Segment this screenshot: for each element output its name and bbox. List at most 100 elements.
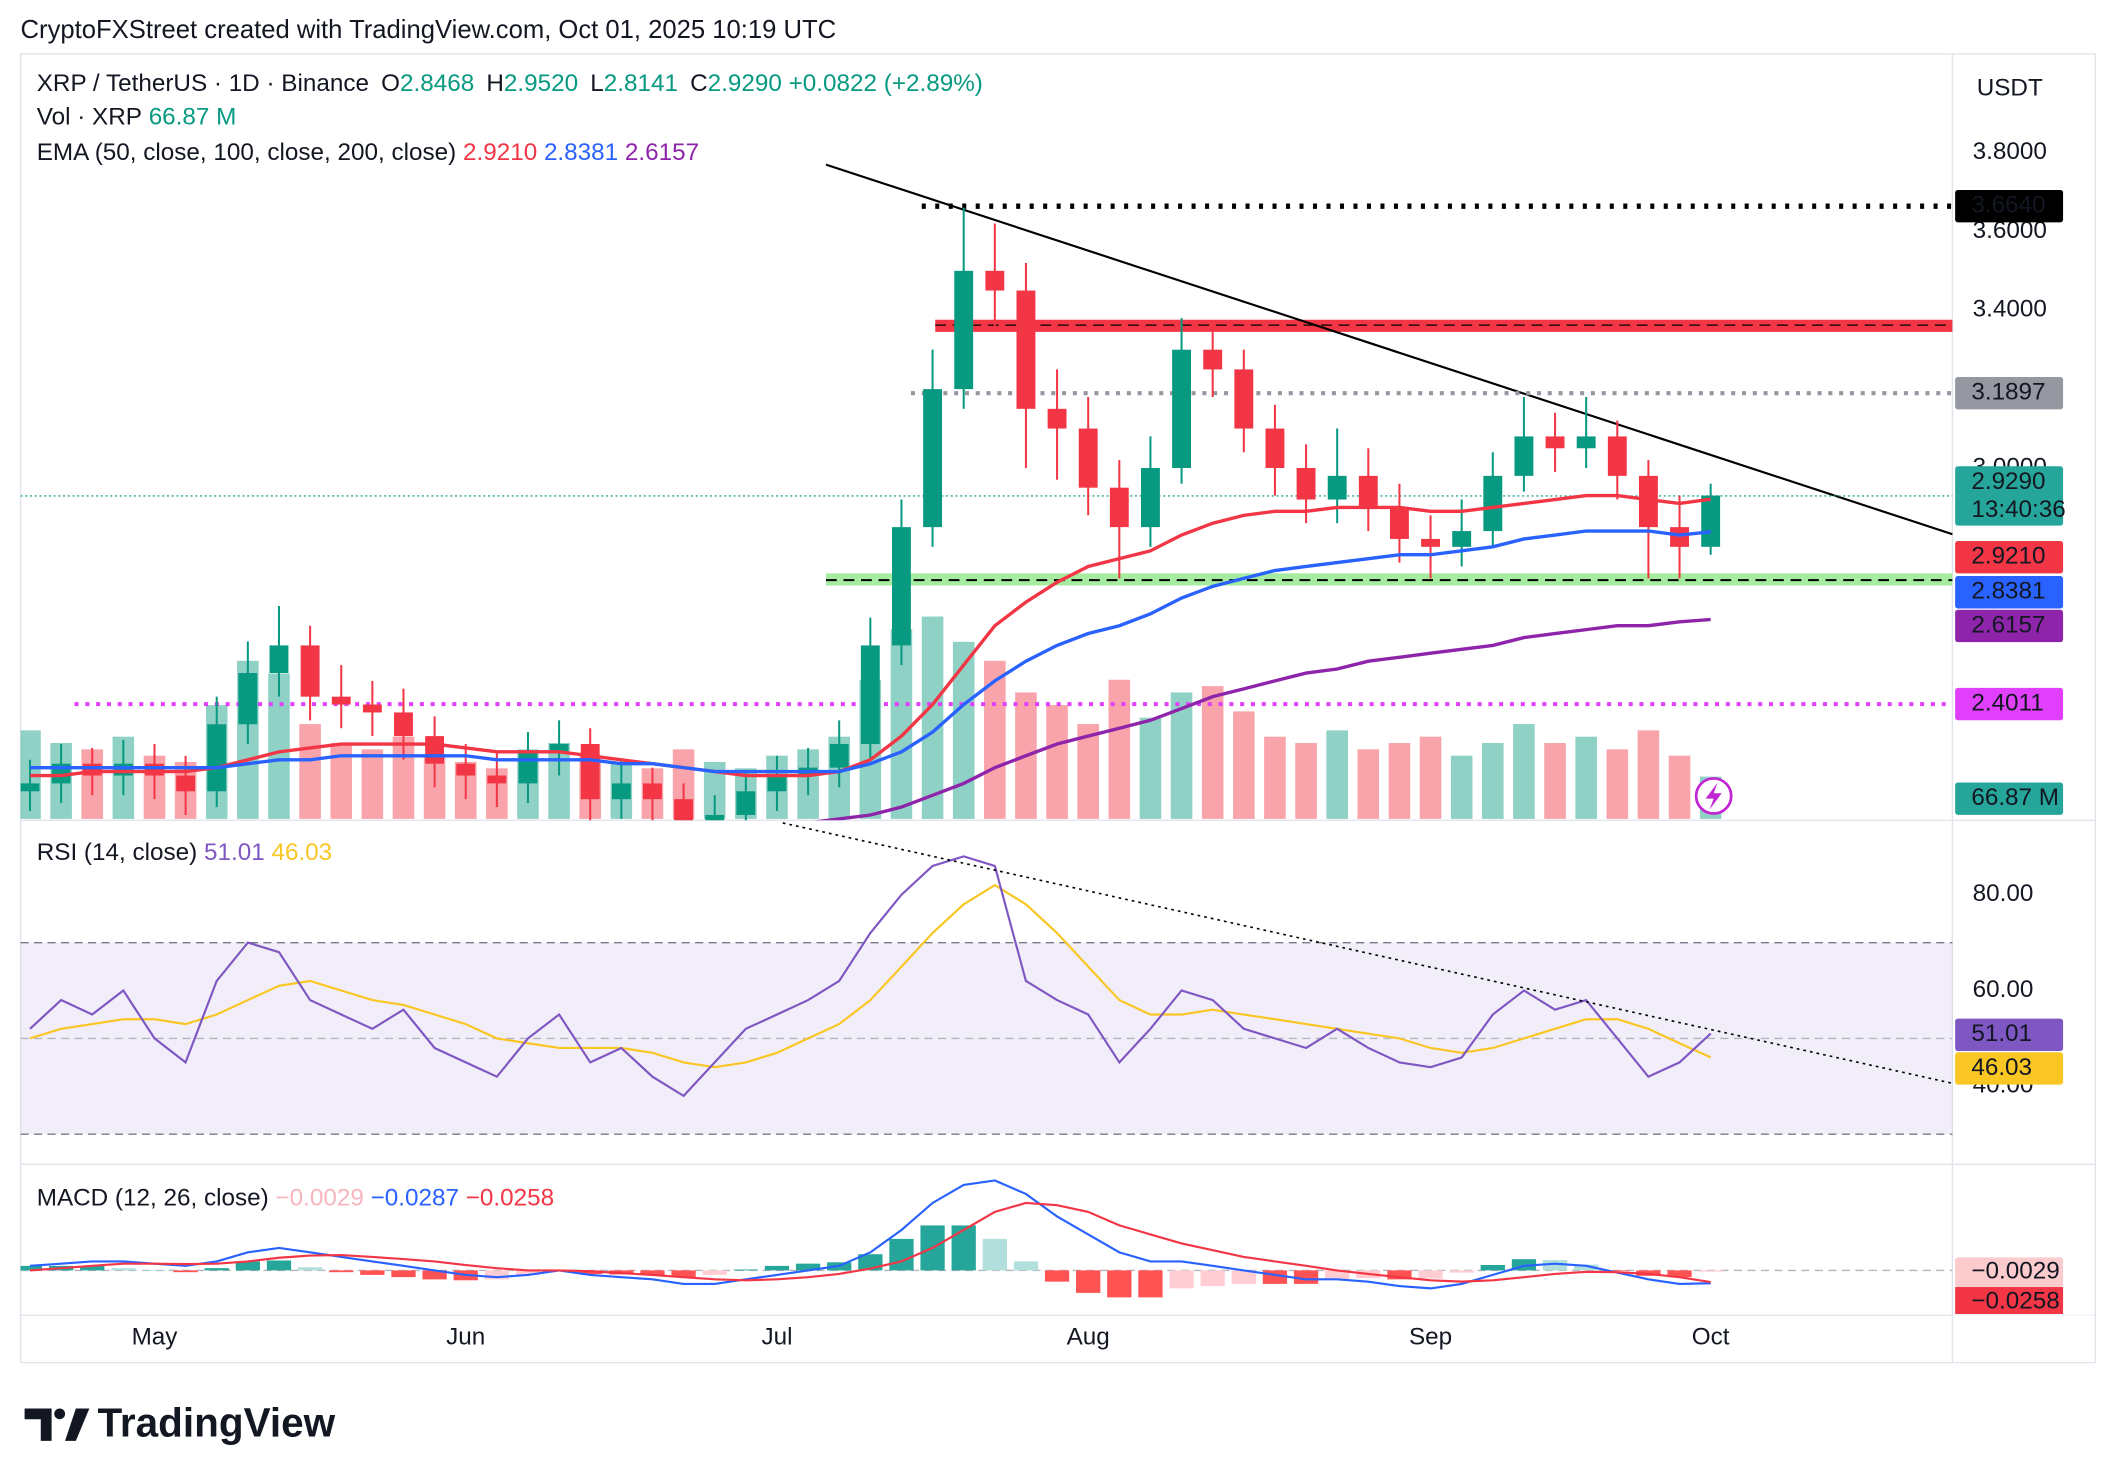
axis-label-box <box>1955 1287 2064 1315</box>
histogram-bar <box>1418 1270 1443 1279</box>
countdown: 13:40:36 <box>1971 496 2065 523</box>
x-tick-label: Oct <box>1692 1324 1730 1351</box>
volume-bar <box>1388 743 1411 819</box>
x-tick-label: May <box>132 1324 179 1351</box>
candle-body <box>1265 428 1285 468</box>
candle-body <box>113 763 133 776</box>
volume-bar <box>1139 717 1162 819</box>
histogram-bar <box>640 1270 665 1275</box>
quote-key: L <box>590 70 604 97</box>
candle-body <box>611 783 631 800</box>
macd-value: −0.0029 <box>275 1185 363 1212</box>
candle-body <box>1421 538 1440 547</box>
y-tick-label: 80.00 <box>1973 880 2034 907</box>
candle-body <box>643 783 662 800</box>
histogram-bar <box>80 1265 105 1271</box>
histogram-bar <box>1480 1264 1505 1271</box>
candle-body <box>394 712 413 737</box>
axis-label-box <box>1955 189 2064 223</box>
candle-body <box>207 724 227 792</box>
volume-bar <box>952 641 975 819</box>
rsi-line <box>29 883 1712 1069</box>
candle-body <box>176 775 196 792</box>
histogram-bar <box>702 1270 727 1275</box>
volume-bar <box>1046 705 1068 819</box>
axis-label: 3.6640 <box>1971 192 2045 219</box>
volume-bar <box>1575 736 1597 819</box>
volume-bar <box>890 629 913 819</box>
rsi-value: 46.03 <box>271 839 332 866</box>
candle-body <box>1078 428 1098 488</box>
quote-value: 2.9520 <box>504 70 578 97</box>
quote-change: +0.0822 (+2.89%) <box>789 70 983 97</box>
axis-label-box <box>1955 576 2064 609</box>
candle-body <box>923 389 943 528</box>
volume-bar <box>703 761 726 819</box>
axis-label: −0.0029 <box>1971 1258 2059 1285</box>
volume-bar <box>1606 749 1629 819</box>
volume-bar <box>1077 724 1099 819</box>
volume-bar <box>1544 743 1566 819</box>
candle-body <box>1234 369 1254 429</box>
ema-line <box>29 529 1711 774</box>
candle-body <box>1638 475 1658 528</box>
histogram-bar <box>422 1270 447 1280</box>
volume-bar <box>1419 736 1442 819</box>
candle-body <box>1514 436 1534 476</box>
volume-label: Vol · XRP <box>37 104 142 131</box>
ema-line <box>29 493 1711 778</box>
candle-body <box>829 743 849 768</box>
axis-label-box <box>1955 540 2064 574</box>
candle-body <box>892 527 911 646</box>
annotations <box>825 163 1953 586</box>
candle-body <box>1016 290 1036 409</box>
candle-body <box>1327 475 1347 500</box>
ema-legend: EMA (50, close, 100, close, 200, close) … <box>37 139 699 166</box>
candle-body <box>1701 495 1721 547</box>
candle-body <box>860 645 880 744</box>
candle-body <box>705 814 725 821</box>
candle-body <box>1576 436 1596 449</box>
histogram-bar <box>733 1269 758 1271</box>
volume-bar <box>1264 736 1286 819</box>
y-tick-label: 3.8000 <box>1973 138 2047 165</box>
volume-bar <box>1513 724 1535 819</box>
histogram-bar <box>1605 1270 1630 1272</box>
axis-label-box <box>1955 1018 2064 1051</box>
histogram-bar <box>266 1260 292 1271</box>
rsi-label: RSI (14, close) <box>37 839 197 866</box>
candle-body <box>1172 349 1192 468</box>
axis-label-box <box>1955 376 2064 410</box>
histogram-bar <box>764 1265 790 1271</box>
candle-body <box>1389 507 1409 539</box>
candle-body <box>1109 487 1129 528</box>
candle-body <box>954 270 974 390</box>
rsi-legend: RSI (14, close) 51.01 46.03 <box>37 839 332 866</box>
candle-body <box>145 763 164 776</box>
volume-bar <box>1201 686 1224 819</box>
ema-label: EMA (50, close, 100, close, 200, close) <box>37 139 456 166</box>
alert-icon <box>1694 777 1733 815</box>
candle-body <box>1140 467 1160 528</box>
x-tick-label: Aug <box>1067 1324 1110 1351</box>
quote-value: 2.9290 <box>708 70 782 97</box>
volume-bar <box>1295 743 1317 819</box>
volume-bar <box>548 743 570 819</box>
axis-cover <box>1953 1315 2095 1362</box>
histogram-bar <box>1013 1261 1039 1271</box>
rsi-trend-line <box>782 822 1953 1085</box>
candle-body <box>425 736 445 764</box>
candle-body <box>362 704 382 713</box>
volume-bar <box>1668 755 1691 819</box>
axis-label-box <box>1955 1257 2064 1288</box>
axis-label: 2.9290 <box>1971 468 2045 495</box>
histogram-bar <box>1293 1270 1319 1284</box>
histogram-bar <box>1044 1270 1070 1282</box>
volume-bar <box>1637 730 1660 819</box>
histogram-bar <box>235 1261 260 1271</box>
volume-bar <box>330 743 353 819</box>
axis-label: 66.87 M <box>1971 784 2059 811</box>
price-pane <box>20 203 1953 821</box>
